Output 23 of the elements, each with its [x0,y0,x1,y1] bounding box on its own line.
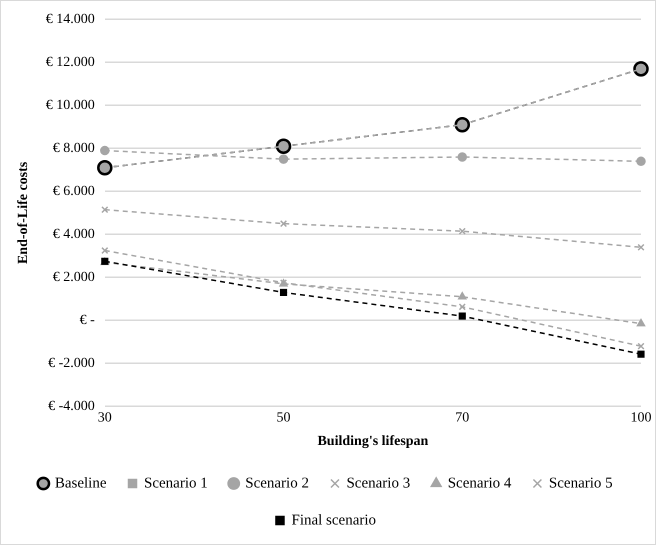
x-tick-label: 100 [630,410,652,426]
y-tick-label: € 6.000 [52,184,95,200]
y-tick-label: € 4.000 [52,227,95,242]
legend-label: Scenario 3 [346,475,410,492]
y-tick-label: € -4.000 [48,399,95,414]
x-axis-title: Building's lifespan [317,434,429,450]
y-tick-label: € - [80,313,96,328]
y-tick-label: € -2.000 [48,356,95,372]
x-tick-label: 30 [98,410,112,426]
legend-label: Scenario 4 [448,475,512,492]
y-tick-label: € 14.000 [46,12,95,28]
legend-label: Scenario 2 [245,475,309,492]
legend-label: Scenario 1 [144,475,208,492]
y-tick-label: € 2.000 [52,270,95,286]
x-tick-label: 70 [455,410,470,426]
legend-label: Baseline [54,475,107,492]
y-axis-title: End-of-Life costs [16,161,32,264]
y-tick-label: € 10.000 [46,98,95,114]
x-tick-label: 50 [276,410,291,426]
y-tick-label: € 8.000 [52,141,95,156]
y-tick-label: € 12.000 [46,55,95,70]
legend-label: Final scenario [291,512,376,528]
legend-label: Scenario 5 [548,475,613,492]
